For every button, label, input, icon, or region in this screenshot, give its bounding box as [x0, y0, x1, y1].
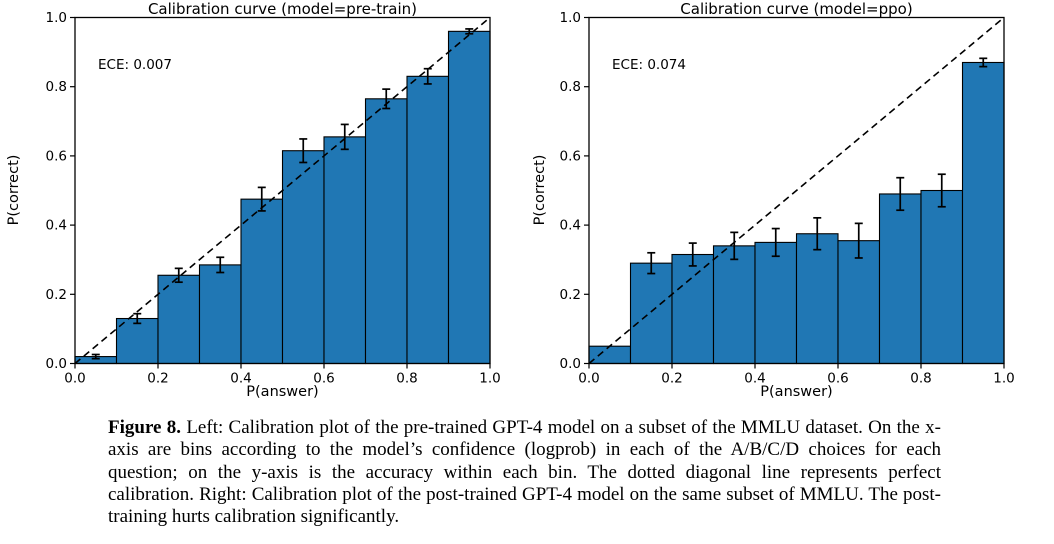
y-tick-label: 0.0: [560, 356, 581, 372]
plot-frame: [588, 16, 1005, 365]
x-tick-label: 0.0: [64, 371, 85, 387]
y-tick-label: 0.4: [46, 218, 67, 234]
histogram-bar: [115, 317, 159, 365]
histogram-bar: [878, 193, 922, 365]
x-axis-label-pretrain: P(answer): [246, 384, 319, 400]
x-tick-label: 0.6: [827, 371, 848, 387]
y-tick-label: 1.0: [560, 10, 581, 26]
y-tick-label: 0.2: [46, 287, 67, 303]
ece-annotation-ppo: ECE: 0.074: [612, 57, 686, 73]
y-tick-label: 0.0: [46, 356, 67, 372]
figure-caption: Figure 8. Left: Calibration plot of the …: [108, 417, 941, 528]
histogram-bar: [795, 233, 839, 365]
error-bars-group: [91, 28, 474, 360]
perfect-calibration-line: [588, 16, 1005, 365]
calibration-plot-ppo: 0.0 0.2 0.4 0.6 0.8 1.0 0.0 0.2 0.4 0.6 0.8 1.0: [560, 10, 1015, 387]
chart-title-ppo: Calibration curve (model=ppo): [680, 0, 913, 18]
x-tick-label: 0.8: [910, 371, 931, 387]
histogram-bar: [961, 61, 1005, 365]
x-tick-label: 0.0: [578, 371, 599, 387]
histogram-bar: [754, 241, 798, 365]
y-tick-label: 0.6: [46, 148, 67, 164]
y-axis-label-ppo: P(correct): [532, 154, 548, 226]
x-tick-label: 0.2: [661, 371, 682, 387]
histogram-bar: [671, 253, 715, 365]
y-tick-label: 0.8: [46, 79, 67, 95]
x-tick-label: 0.6: [313, 371, 334, 387]
histogram-bar: [198, 264, 242, 365]
y-tick-label: 0.4: [560, 218, 581, 234]
x-axis-label-ppo: P(answer): [760, 384, 833, 400]
plot-frame: [74, 16, 491, 365]
histogram-bar: [837, 240, 881, 365]
x-tick-label: 0.4: [744, 371, 765, 387]
error-bars-group: [647, 57, 988, 275]
x-tick-label: 0.4: [230, 371, 251, 387]
y-axis-label-pretrain: P(correct): [6, 154, 22, 226]
histogram-bar: [629, 262, 673, 365]
y-tick-label: 1.0: [46, 10, 67, 26]
y-tick-label: 0.6: [560, 148, 581, 164]
histogram-bar: [240, 198, 284, 365]
perfect-calibration-line: [74, 16, 491, 365]
figure-caption-text: Left: Calibration plot of the pre-traine…: [108, 417, 941, 528]
x-tick-label: 0.2: [147, 371, 168, 387]
histogram-bar: [323, 136, 367, 365]
figure-caption-label: Figure 8.: [108, 417, 182, 438]
y-tick-label: 0.2: [560, 287, 581, 303]
x-tick-label: 1.0: [993, 371, 1014, 387]
bars-group: [588, 61, 1005, 365]
calibration-plot-pretrain: 0.0 0.2 0.4 0.6 0.8 1.0 0.0 0.2 0.4 0.6 0.8 1.0: [46, 10, 501, 387]
x-tick-label: 1.0: [479, 371, 500, 387]
ece-annotation-pretrain: ECE: 0.007: [98, 57, 172, 73]
calibration-chart-pretrain: 0.0 0.2 0.4 0.6 0.8 1.0 0.0 0.2 0.4 0.6 0.8 1.0 Cal…: [0, 0, 527, 410]
histogram-bar: [364, 98, 408, 365]
histogram-bar: [406, 75, 450, 365]
x-tick-label: 0.8: [396, 371, 417, 387]
histogram-bar: [588, 345, 632, 365]
histogram-bar: [447, 30, 491, 365]
chart-title-pretrain: Calibration curve (model=pre-train): [147, 0, 418, 18]
histogram-bar: [920, 189, 964, 365]
histogram-bar: [712, 245, 756, 365]
histogram-bar: [281, 150, 325, 365]
y-tick-label: 0.8: [560, 79, 581, 95]
calibration-chart-ppo: 0.0 0.2 0.4 0.6 0.8 1.0 0.0 0.2 0.4 0.6 0.8 1.0 Cal…: [527, 0, 1054, 410]
